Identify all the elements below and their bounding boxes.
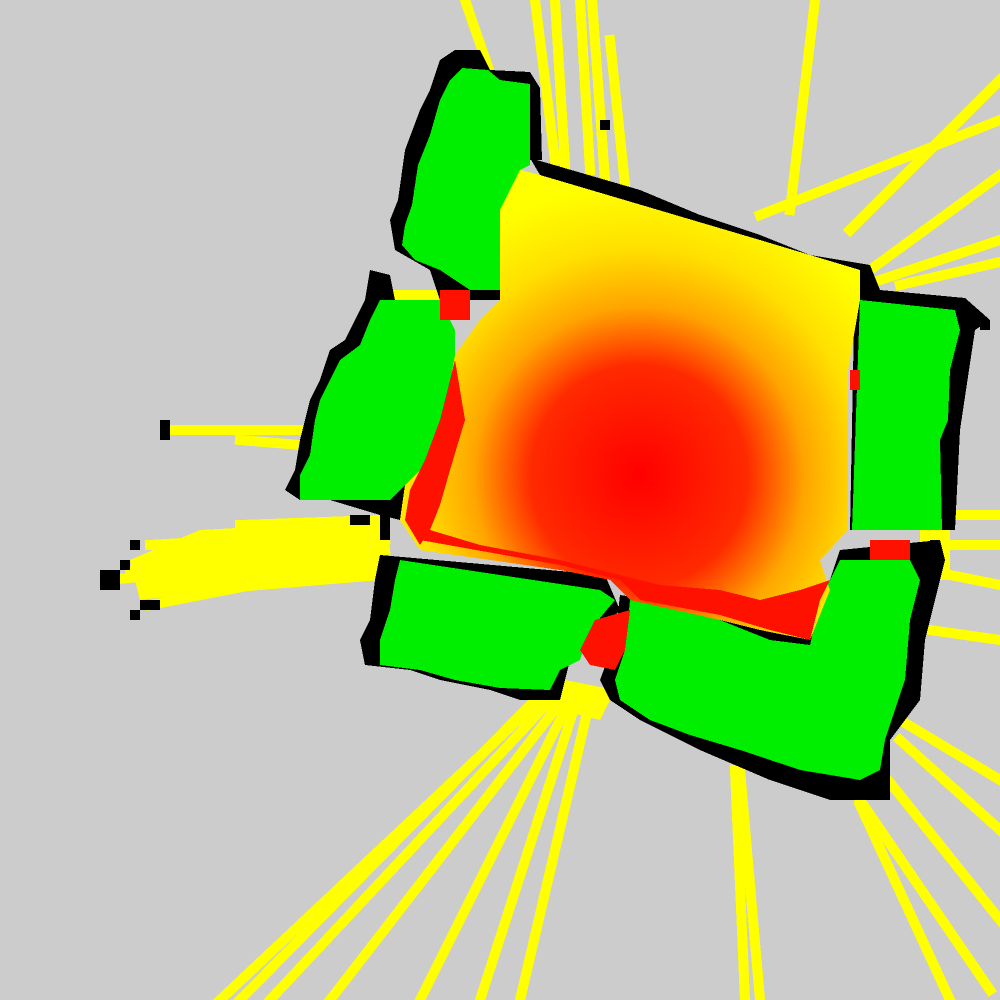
obstacle-dot <box>120 560 130 570</box>
obstacle-dot <box>100 570 120 590</box>
ray <box>873 234 1000 287</box>
obstacle-dot <box>350 515 370 525</box>
left-ray-fan <box>130 520 385 600</box>
high-cost-patch <box>870 540 910 560</box>
high-cost-band-left <box>405 360 465 545</box>
ray <box>232 687 548 1000</box>
obstacle-dot <box>380 510 390 540</box>
ray <box>784 0 821 216</box>
obstacle-dot <box>160 420 170 440</box>
obstacle-dot <box>980 320 990 330</box>
high-cost-band-bottom <box>420 530 830 640</box>
free-region-top-left <box>402 68 530 290</box>
bottom-ray-fan <box>560 680 615 720</box>
obstacle-dot <box>130 540 140 550</box>
ray <box>529 0 561 166</box>
ray <box>924 624 1000 646</box>
ray <box>894 256 1000 291</box>
ray <box>586 0 611 186</box>
ray <box>549 0 571 171</box>
ray <box>872 762 1000 928</box>
high-cost-patch <box>850 370 860 390</box>
free-region-bottom-left <box>380 560 615 690</box>
cost-gradient <box>400 170 860 640</box>
costmap-region <box>400 170 910 670</box>
ray <box>414 683 582 1000</box>
ray <box>863 168 1000 277</box>
ray <box>734 764 766 1000</box>
obstacle-dot <box>930 540 940 570</box>
ray <box>729 764 751 1000</box>
high-cost-notch <box>580 610 630 670</box>
high-cost-patch <box>440 290 470 320</box>
obstacle-dot <box>600 120 610 130</box>
obstacle-dot <box>140 600 160 610</box>
ray <box>944 569 1000 591</box>
ray <box>263 682 568 1000</box>
free-space <box>300 68 960 780</box>
ray <box>604 34 631 191</box>
free-region-top-right <box>852 300 960 530</box>
ray <box>842 72 1000 238</box>
obstacle-dot <box>130 610 140 620</box>
ray <box>574 0 596 176</box>
ray <box>892 732 1000 837</box>
free-region-left <box>300 300 455 500</box>
ray <box>323 682 578 1000</box>
ray <box>893 713 1000 786</box>
ray <box>514 693 597 1000</box>
ray <box>753 114 1000 222</box>
ray <box>474 683 587 1000</box>
ray <box>853 793 997 997</box>
ray <box>234 434 306 451</box>
ray <box>853 798 956 1000</box>
free-region-bottom-right <box>615 560 920 780</box>
